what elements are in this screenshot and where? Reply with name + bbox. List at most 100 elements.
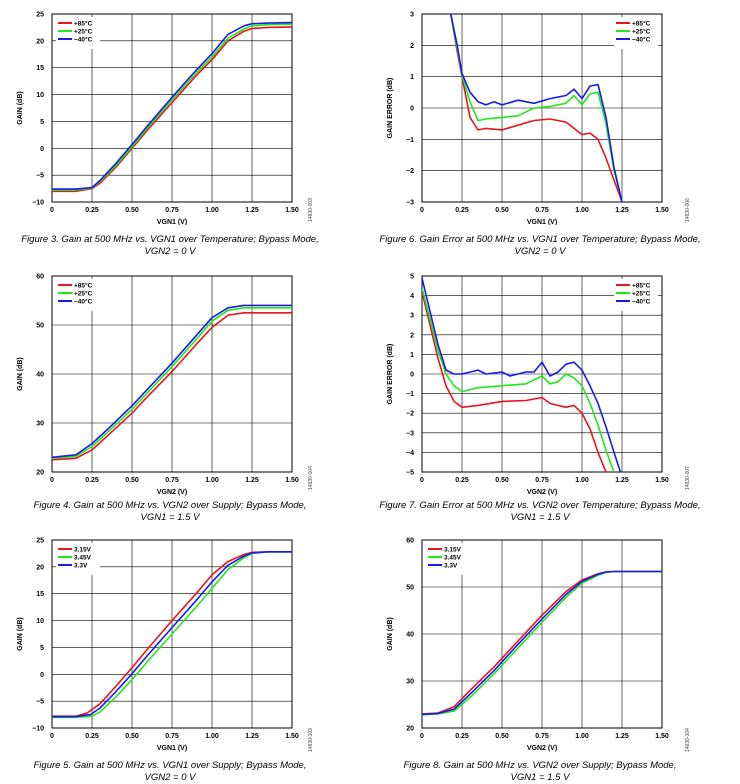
y-axis-label: GAIN (dB)	[17, 617, 24, 650]
chart-gain-vs-vgn1-supply: 0 0.25 0.50 0.75 1.00 1.25 1.50 −10 −5 0 5 10 15 20 25…	[17, 538, 299, 753]
figure-caption: Figure 8. Gain at 500 MHz vs. VGN2 over …	[370, 760, 710, 784]
figure-id: 14830-007	[685, 466, 691, 490]
series-line	[422, 291, 607, 472]
series-line	[52, 306, 292, 460]
x-tick-label: 0.25	[85, 477, 99, 484]
x-tick-label: 0	[420, 477, 424, 484]
x-tick-label: 1.25	[615, 733, 629, 740]
x-axis-label: VGN1 (V)	[527, 219, 557, 225]
x-tick-label: 0.75	[165, 477, 179, 484]
y-tick-label: 30	[36, 421, 44, 428]
x-axis-label: VGN1 (V)	[157, 745, 187, 752]
figure-caption: Figure 5. Gain at 500 MHz vs. VGN1 over …	[0, 760, 340, 784]
series-line	[52, 311, 292, 461]
y-tick-label: 50	[36, 323, 44, 330]
y-axis-label: GAIN (dB)	[387, 617, 394, 650]
x-tick-label: 1.50	[655, 477, 669, 484]
chart-gain-error-vs-vgn2-temperature: 0 0.25 0.50 0.75 1.00 1.25 1.50 −5 −4 −3 −2 −1 0 1 2 3 4…	[387, 274, 669, 497]
y-tick-label: 20	[406, 726, 414, 733]
plot-frame	[421, 13, 663, 203]
x-tick-label: 1.00	[205, 477, 219, 484]
x-tick-label: 1.25	[245, 733, 259, 740]
x-tick-label: 0	[50, 477, 54, 484]
caption-line1: Figure 8. Gain at 500 MHz vs. VGN2 over …	[403, 760, 677, 771]
y-axis-label: GAIN (dB)	[17, 357, 24, 390]
y-tick-label: −5	[36, 173, 44, 180]
caption-line2: VGN1 = 1.5 V	[510, 512, 570, 523]
x-tick-label: 1.50	[285, 733, 299, 740]
y-tick-label: 10	[36, 618, 44, 625]
x-tick-label: 1.50	[285, 477, 299, 484]
y-tick-label: −3	[406, 430, 414, 437]
legend-label: +25°C	[74, 290, 93, 298]
caption-line1: Figure 5. Gain at 500 MHz vs. VGN1 over …	[33, 760, 307, 771]
series-line	[422, 277, 622, 472]
chart-gain-vs-vgn2-supply: 0 0.25 0.50 0.75 1.00 1.25 1.50 20 30 40 50 60 VGN2 …	[17, 274, 299, 497]
x-tick-label: 0	[50, 207, 54, 214]
x-tick-label: 0.25	[455, 207, 469, 214]
y-tick-label: 15	[36, 591, 44, 598]
caption-line2: VGN2 = 0 V	[144, 246, 196, 257]
series-line	[52, 550, 292, 717]
x-tick-label: 1.25	[615, 207, 629, 214]
plot-frame	[421, 539, 663, 729]
legend-label: −40°C	[632, 298, 651, 306]
x-tick-label: 0.50	[495, 733, 509, 740]
figure-caption: Figure 6. Gain Error at 500 MHz vs. VGN1…	[370, 234, 710, 258]
x-tick-label: 0	[420, 207, 424, 214]
x-tick-label: 0	[420, 733, 424, 740]
y-tick-label: 40	[36, 372, 44, 379]
y-axis-label: GAIN ERROR (dB)	[387, 78, 394, 139]
legend-label: −40°C	[74, 36, 93, 44]
caption-line1: Figure 3. Gain at 500 MHz vs. VGN1 over …	[21, 234, 319, 245]
x-tick-label: 0.50	[125, 207, 139, 214]
series-line	[52, 304, 292, 459]
figure-caption: Figure 3. Gain at 500 MHz vs. VGN1 over …	[0, 234, 340, 258]
figure-id: 14830-006	[685, 198, 691, 222]
y-axis-label: GAIN (dB)	[17, 91, 24, 124]
y-tick-label: 3	[410, 12, 414, 19]
x-tick-label: 1.00	[575, 733, 589, 740]
y-tick-label: −5	[36, 699, 44, 706]
chart-gain-vs-vgn1-temperature: 0 0.25 0.50 0.75 1.00 1.25 1.50 −10 −5 0 5 10 15 20 25…	[17, 12, 299, 226]
x-tick-label: 1.00	[205, 207, 219, 214]
x-tick-label: 1.00	[575, 207, 589, 214]
series-line	[52, 21, 292, 190]
x-tick-label: 1.25	[245, 207, 259, 214]
caption-line1: Figure 4. Gain at 500 MHz vs. VGN2 over …	[33, 500, 307, 511]
y-tick-label: 2	[410, 332, 414, 339]
y-tick-label: −3	[406, 200, 414, 207]
y-tick-label: 5	[40, 645, 44, 652]
y-tick-label: −10	[32, 726, 44, 733]
y-tick-label: −1	[406, 391, 414, 398]
plot-frame	[51, 275, 293, 473]
x-tick-label: 0.75	[535, 733, 549, 740]
legend-label: 3.15V	[444, 547, 462, 554]
y-tick-label: 50	[406, 585, 414, 592]
caption-line2: VGN1 = 1.5 V	[140, 512, 200, 523]
y-tick-label: 0	[40, 672, 44, 679]
y-tick-label: 20	[36, 564, 44, 571]
figure-id: 14830-104	[685, 728, 691, 752]
x-tick-label: 0.75	[535, 477, 549, 484]
legend-label: +25°C	[632, 290, 651, 298]
y-tick-label: 20	[36, 470, 44, 477]
legend-label: 3.15V	[74, 547, 92, 554]
legend-label: +85°C	[632, 282, 651, 290]
figure-caption: Figure 7. Gain Error at 500 MHz vs. VGN2…	[370, 500, 710, 524]
series-line	[450, 14, 623, 202]
series-line	[52, 550, 292, 718]
y-tick-label: 2	[410, 43, 414, 50]
x-tick-label: 0.75	[165, 207, 179, 214]
legend-label: +85°C	[74, 20, 93, 28]
legend-label: +85°C	[74, 282, 93, 290]
series-line	[450, 14, 623, 202]
figure-id: 14830-003	[308, 198, 314, 222]
y-tick-label: 15	[36, 65, 44, 72]
x-tick-label: 0.25	[455, 477, 469, 484]
y-tick-label: 0	[40, 146, 44, 153]
y-tick-label: 0	[410, 106, 414, 113]
x-axis-label: VGN2 (V)	[157, 489, 187, 496]
caption-line2: VGN1 = 1.5 V	[510, 772, 570, 783]
legend-label: 3.3V	[74, 563, 88, 570]
